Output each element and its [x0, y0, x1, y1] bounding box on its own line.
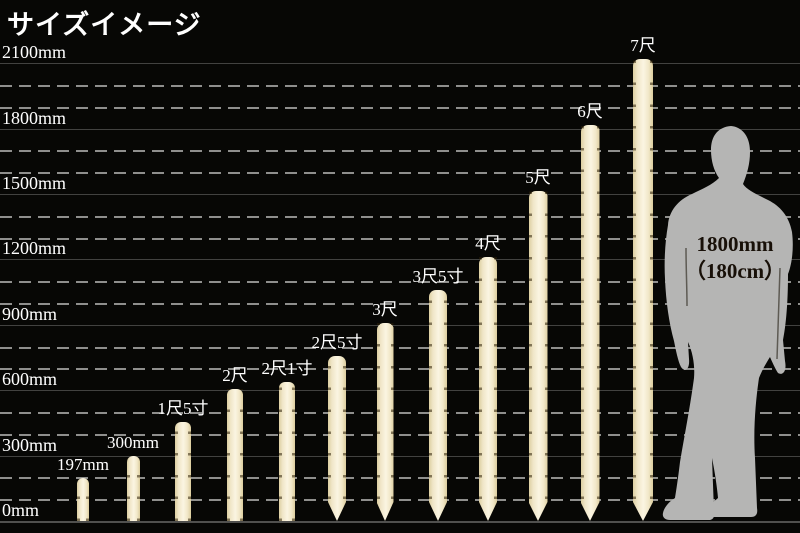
y-axis-label: 300mm [2, 435, 58, 455]
y-axis-label: 1200mm [2, 238, 67, 258]
gridline-dashed [0, 434, 800, 436]
size-stake [429, 290, 447, 521]
gridline-dashed [0, 172, 800, 174]
size-stake [126, 456, 140, 521]
y-axis-label: 1500mm [2, 173, 67, 193]
y-axis-label: 1800mm [2, 108, 67, 128]
size-stake [175, 422, 191, 521]
stake-label: 5尺 [525, 168, 551, 187]
gridline-solid [0, 521, 800, 523]
y-axis-label: 2100mm [2, 42, 67, 62]
y-axis-label: 0mm [2, 500, 40, 520]
stake-label: 2尺 [222, 366, 248, 385]
stake-label: 2尺5寸 [311, 333, 363, 352]
gridline-solid [0, 456, 800, 457]
size-stake [633, 59, 653, 521]
human-silhouette [662, 126, 793, 520]
stake-label: 3尺5寸 [412, 267, 464, 286]
stake-label: 2尺1寸 [261, 359, 313, 378]
stake-label: 6尺 [577, 102, 603, 121]
size-stake [328, 356, 346, 521]
gridline-dashed [0, 412, 800, 414]
y-axis-label: 600mm [2, 369, 58, 389]
gridline-solid [0, 390, 800, 391]
gridline-dashed [0, 216, 800, 218]
gridline-dashed [0, 477, 800, 479]
gridline-dashed [0, 238, 800, 240]
y-axis-label: 900mm [2, 304, 58, 324]
size-stake [377, 323, 394, 521]
size-stake [77, 478, 89, 521]
gridline-dashed [0, 368, 800, 370]
size-stake [279, 382, 295, 521]
gridline-dashed [0, 303, 800, 305]
gridline-dashed [0, 150, 800, 152]
figure-height-cm: （180cm） [684, 258, 786, 283]
gridline-solid [0, 325, 800, 326]
stake-label: 4尺 [475, 234, 501, 253]
stake-label: 300mm [107, 433, 159, 452]
page-title: サイズイメージ [7, 10, 202, 40]
stake-label: 3尺 [372, 300, 398, 319]
gridline-dashed [0, 85, 800, 87]
gridline-dashed [0, 107, 800, 109]
stake-label: 1尺5寸 [157, 399, 209, 418]
size-stake [227, 389, 243, 521]
size-stake [529, 191, 548, 521]
gridline-solid [0, 194, 800, 195]
gridline-solid [0, 259, 800, 260]
gridline-dashed [0, 281, 800, 283]
figure-height-label: 1800mm （180cm） [682, 231, 788, 285]
gridline-dashed [0, 499, 800, 501]
figure-height-mm: 1800mm [696, 232, 774, 256]
gridline-solid [0, 63, 800, 64]
stake-label: 197mm [57, 455, 109, 474]
size-stake [479, 257, 497, 521]
stake-label: 7尺 [630, 36, 656, 55]
gridline-dashed [0, 347, 800, 349]
gridline-solid [0, 129, 800, 130]
size-stake [581, 125, 600, 521]
